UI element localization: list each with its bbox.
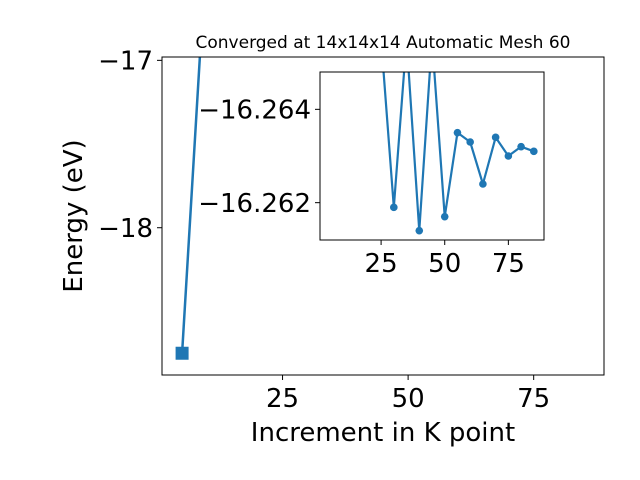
inset-data-point (390, 203, 398, 212)
inset-x-tick-label: 50 (428, 249, 461, 279)
chart-title: Converged at 14x14x14 Automatic Mesh 60 (196, 33, 571, 53)
inset-x-tick-label: 75 (492, 249, 525, 279)
inset-y-ticks: −16.264 −16.262 (198, 96, 320, 219)
main-y-tick-label: −18 (98, 214, 153, 244)
inset-data-point (453, 128, 462, 137)
inset-data-point (415, 226, 424, 235)
inset-data-point (517, 142, 525, 151)
inset-data-point (491, 133, 500, 142)
inset-data-point (504, 152, 513, 160)
main-series (175, 57, 202, 360)
main-x-tick-label: 50 (392, 384, 425, 414)
inset-x-ticks: 25 50 75 (365, 240, 525, 279)
x-axis-label: Increment in K point (251, 418, 515, 448)
inset-y-tick-label: −16.264 (198, 96, 311, 126)
main-plot-frame (161, 56, 605, 376)
main-x-tick-label: 25 (266, 384, 299, 414)
main-y-ticks: −18 −17 (98, 47, 162, 244)
inset-data-point (440, 212, 449, 221)
inset-x-tick-label: 25 (365, 249, 398, 279)
main-chart: Converged at 14x14x14 Automatic Mesh 60 … (59, 33, 605, 448)
inset-chart: 25 50 75 −16.264 −16.262 (198, 71, 545, 279)
main-x-tick-label: 75 (517, 384, 550, 414)
inset-y-tick-label: −16.262 (198, 189, 311, 219)
inset-data-point (466, 138, 474, 146)
inset-data-point (530, 147, 538, 156)
main-y-tick-label: −17 (98, 47, 153, 77)
inset-series (382, 72, 538, 235)
main-x-ticks: 25 50 75 (266, 375, 550, 414)
inset-data-point (479, 180, 487, 188)
inset-plot-frame (319, 71, 545, 241)
y-axis-label: Energy (eV) (59, 139, 89, 292)
main-data-point (175, 346, 189, 360)
